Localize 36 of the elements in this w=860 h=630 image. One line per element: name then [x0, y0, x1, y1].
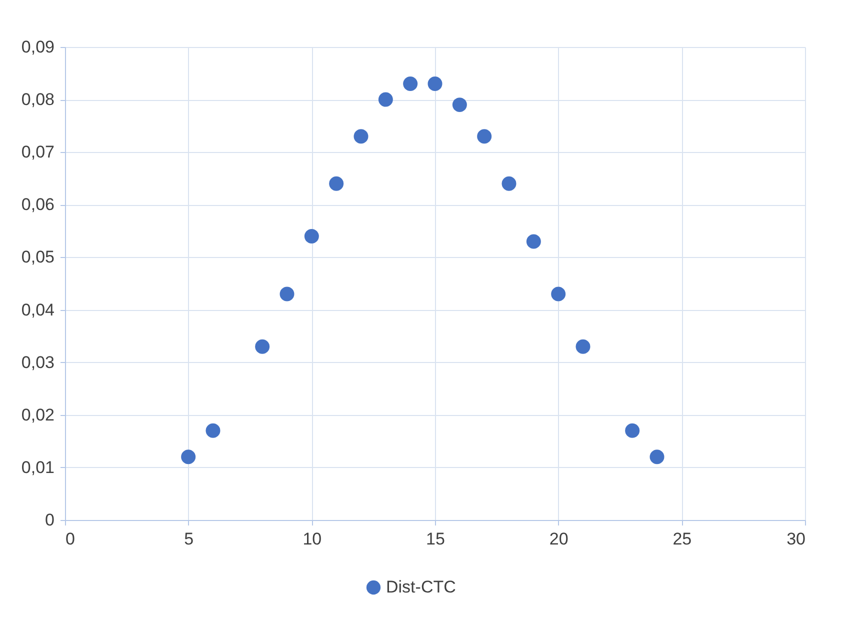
point	[181, 450, 196, 464]
x-tick-label: 5	[184, 530, 194, 548]
point	[378, 92, 393, 107]
point	[354, 129, 368, 144]
point	[576, 339, 590, 354]
x-tick-label: 30	[786, 530, 806, 548]
point	[255, 339, 270, 354]
point	[428, 76, 442, 92]
y-tick-label: 0,08	[21, 90, 54, 110]
point	[650, 450, 664, 464]
point	[206, 423, 220, 438]
point	[625, 423, 640, 438]
x-tick-label: 20	[549, 530, 568, 548]
point	[280, 286, 294, 302]
point	[551, 286, 566, 302]
y-tick-label: 0,07	[21, 142, 54, 162]
y-tick-label: 0	[45, 510, 54, 530]
legend-label: Dist-CTC	[386, 578, 456, 596]
point	[403, 76, 418, 92]
y-tick-label: 0,04	[21, 300, 54, 320]
y-tick-label: 0,05	[21, 248, 54, 267]
y-tick-label: 0,01	[21, 458, 54, 477]
point	[329, 176, 344, 191]
y-tick-label: 0,02	[21, 405, 54, 424]
x-tick-label: 10	[302, 530, 322, 548]
y-tick-label: 0,03	[21, 352, 54, 372]
x-tick-label: 15	[426, 530, 445, 548]
x-tick-label: 0	[66, 530, 75, 548]
point	[526, 234, 541, 249]
point	[304, 228, 319, 244]
point	[452, 98, 467, 112]
x-tick-label: 25	[672, 530, 692, 548]
y-tick-label: 0,06	[21, 195, 54, 214]
point	[502, 176, 516, 191]
y-tick-label: 0,09	[21, 38, 54, 56]
point	[477, 129, 492, 144]
